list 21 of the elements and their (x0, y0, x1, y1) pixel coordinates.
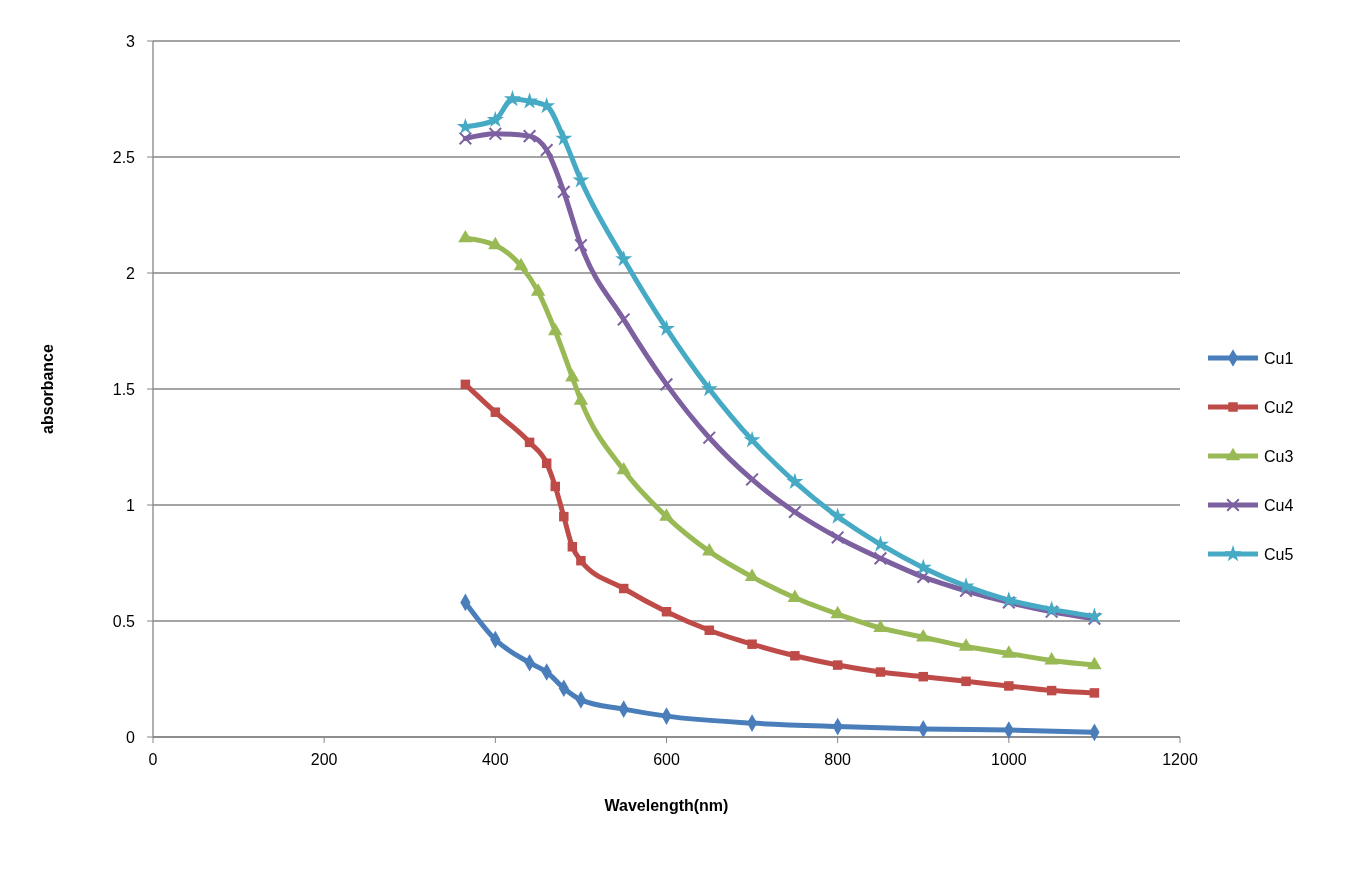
y-tick-label: 0.5 (112, 613, 136, 630)
x-tick-label: 600 (653, 751, 680, 768)
x-axis-title: Wavelength(nm) (604, 797, 729, 814)
legend-label: Cu1 (1264, 350, 1294, 367)
y-tick-label: 3 (126, 33, 136, 50)
legend-label: Cu4 (1264, 497, 1294, 514)
x-tick-label: 1000 (991, 751, 1027, 768)
x-tick-label: 200 (310, 751, 338, 768)
x-tick-label: 0 (148, 751, 158, 768)
y-tick-label: 0 (126, 729, 136, 746)
y-axis-title: absorbance (39, 343, 56, 434)
legend-label: Cu3 (1264, 448, 1294, 465)
x-tick-label: 800 (824, 751, 852, 768)
x-tick-label: 400 (481, 751, 509, 768)
y-tick-label: 2 (126, 265, 136, 282)
legend-label: Cu2 (1264, 399, 1294, 416)
x-tick-label: 1200 (1162, 751, 1198, 768)
y-tick-label: 2.5 (112, 149, 136, 166)
y-tick-label: 1 (126, 497, 136, 514)
y-tick-label: 1.5 (112, 381, 136, 398)
legend-label: Cu5 (1264, 546, 1294, 563)
